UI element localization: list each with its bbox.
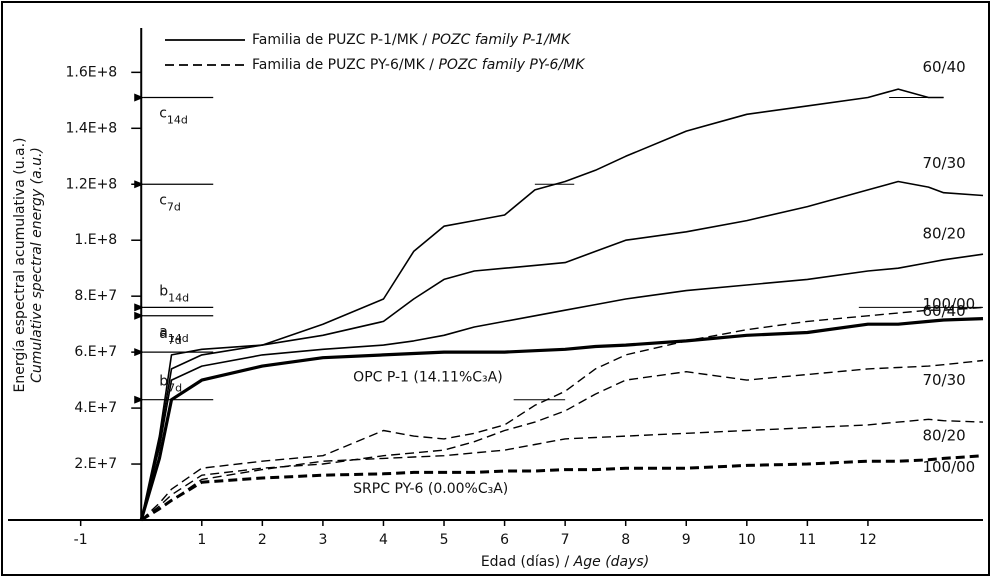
annotation-letter: c (159, 106, 167, 122)
annotation-label: a7d (159, 326, 182, 347)
x-tick-label: 11 (798, 532, 816, 548)
annotation-sub: 7d (168, 381, 182, 394)
y-tick-label: 4.E+7 (74, 400, 117, 416)
annotation-sub: 7d (167, 200, 181, 213)
series-line (140, 306, 984, 521)
annotation-label: a14d (159, 324, 189, 345)
y-axis-label-en: Cumulative spectral energy (a.u.) (29, 147, 45, 383)
x-tick-label: 1 (197, 532, 206, 548)
series-label: 60/40 (922, 58, 965, 76)
legend-text: Familia de PUZC P-1/MK / (252, 32, 432, 48)
annotation-sub: 14d (168, 331, 189, 344)
legend-label: Familia de PUZC P-1/MK / POZC family P-1… (252, 32, 572, 48)
legend-text-en: POZC family P-1/MK (432, 32, 572, 48)
y-tick-label: 1.6E+8 (65, 64, 117, 80)
x-tick-label: 9 (682, 532, 691, 548)
series-line (140, 88, 944, 521)
series-label: 80/20 (922, 427, 965, 445)
x-label-es: Edad (días) / (481, 554, 574, 570)
x-tick-label: 12 (859, 532, 877, 548)
x-tick-label: -1 (74, 532, 88, 548)
x-tick-label: 2 (258, 532, 267, 548)
annotation-label: c7d (159, 192, 181, 213)
series-label: 80/20 (922, 225, 965, 243)
y-axis-label: Energía espectral acumulativa (u.a.) (12, 137, 28, 392)
annotation-label: c14d (159, 106, 188, 127)
annotation-letter: c (159, 192, 167, 208)
y-tick-label: 2.E+7 (74, 456, 117, 472)
x-tick-label: 3 (318, 532, 327, 548)
annotation-sub: 7d (168, 334, 182, 347)
series-line (139, 317, 984, 521)
note: SRPC PY-6 (0.00%C₃A) (353, 481, 508, 497)
series-line (140, 418, 984, 521)
y-tick-label: 1.2E+8 (65, 176, 117, 192)
x-tick-label: 7 (561, 532, 570, 548)
annotation-sub: 14d (168, 291, 189, 304)
annotation-letter: a (159, 326, 168, 342)
annotation-letter: a (159, 324, 168, 340)
legend-label: Familia de PUZC PY-6/MK / POZC family PY… (252, 57, 586, 73)
annotation-letter: b (159, 283, 168, 299)
y-tick-label: 6.E+7 (74, 344, 117, 360)
note: OPC P-1 (14.11%C₃A) (353, 369, 503, 385)
annotation-label: b14d (159, 283, 189, 304)
x-axis-label: Edad (días) / Age (days) (481, 554, 649, 570)
legend-text-en: POZC family PY-6/MK (438, 57, 586, 73)
y-tick-label: 1.E+8 (74, 232, 117, 248)
series-label: 70/30 (922, 371, 965, 389)
series-line (140, 180, 984, 521)
series-line (140, 454, 984, 522)
series-line (140, 359, 984, 521)
series-label: 100/00 (922, 458, 975, 476)
series-line (140, 253, 984, 521)
y-tick-label: 1.4E+8 (65, 120, 117, 136)
x-label-en: Age (days) (573, 554, 650, 570)
annotation-label: b7d (159, 374, 182, 395)
annotation-letter: b (159, 374, 168, 390)
x-tick-label: 5 (440, 532, 449, 548)
annotation-sub: 14d (167, 113, 188, 126)
x-tick-label: 10 (738, 532, 756, 548)
legend-text: Familia de PUZC PY-6/MK / (252, 57, 438, 73)
series-label: 70/30 (922, 154, 965, 172)
x-tick-label: 8 (621, 532, 630, 548)
x-tick-label: 6 (500, 532, 509, 548)
y-tick-label: 8.E+7 (74, 288, 117, 304)
series-label: 60/40 (922, 302, 965, 320)
x-tick-label: 4 (379, 532, 388, 548)
